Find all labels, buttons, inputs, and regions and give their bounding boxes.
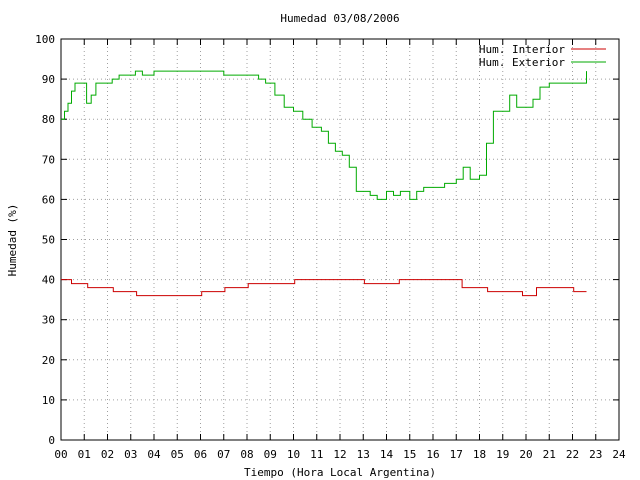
x-tick-label: 01 — [78, 448, 91, 461]
y-tick-label: 50 — [42, 234, 55, 247]
y-tick-label: 30 — [42, 314, 55, 327]
y-tick-label: 80 — [42, 113, 55, 126]
x-tick-label: 22 — [566, 448, 579, 461]
chart-title: Humedad 03/08/2006 — [280, 12, 399, 25]
grid — [61, 39, 619, 440]
y-tick-label: 0 — [48, 434, 55, 447]
x-tick-label: 02 — [101, 448, 114, 461]
x-tick-label: 00 — [54, 448, 67, 461]
x-axis-label: Tiempo (Hora Local Argentina) — [244, 466, 436, 479]
x-tick-label: 18 — [473, 448, 486, 461]
x-tick-label: 03 — [124, 448, 137, 461]
x-tick-label: 07 — [217, 448, 230, 461]
x-tick-label: 21 — [543, 448, 556, 461]
legend-label: Hum. Exterior — [479, 56, 565, 69]
x-tick-label: 19 — [496, 448, 509, 461]
x-tick-label: 20 — [519, 448, 532, 461]
y-tick-label: 100 — [35, 33, 55, 46]
y-tick-label: 10 — [42, 394, 55, 407]
x-tick-label: 04 — [147, 448, 161, 461]
x-tick-label: 06 — [194, 448, 207, 461]
y-tick-label: 60 — [42, 193, 55, 206]
legend-label: Hum. Interior — [479, 43, 565, 56]
x-tick-label: 23 — [589, 448, 602, 461]
y-tick-label: 70 — [42, 153, 55, 166]
series-lines — [61, 70, 587, 297]
y-axis-ticks: 0 10 20 30 40 50 60 70 80 90 100 — [35, 33, 619, 447]
x-tick-label: 17 — [450, 448, 463, 461]
x-axis-ticks: 00 01 02 03 04 05 06 07 08 09 10 11 12 13 14 15 16 17 18 19… — [54, 39, 626, 461]
x-tick-label: 13 — [357, 448, 370, 461]
x-tick-label: 15 — [403, 448, 416, 461]
x-tick-label: 09 — [264, 448, 277, 461]
x-tick-label: 24 — [612, 448, 626, 461]
x-tick-label: 12 — [333, 448, 346, 461]
y-tick-label: 40 — [42, 274, 55, 287]
y-tick-label: 20 — [42, 354, 55, 367]
y-axis-label: Humedad (%) — [6, 204, 19, 277]
series-line-exterior — [61, 70, 587, 200]
x-tick-label: 10 — [287, 448, 300, 461]
y-tick-label: 90 — [42, 73, 55, 86]
series-line-interior — [61, 279, 587, 297]
x-tick-label: 05 — [171, 448, 184, 461]
x-tick-label: 11 — [310, 448, 323, 461]
x-tick-label: 14 — [380, 448, 394, 461]
x-tick-label: 16 — [426, 448, 439, 461]
x-tick-label: 08 — [240, 448, 253, 461]
